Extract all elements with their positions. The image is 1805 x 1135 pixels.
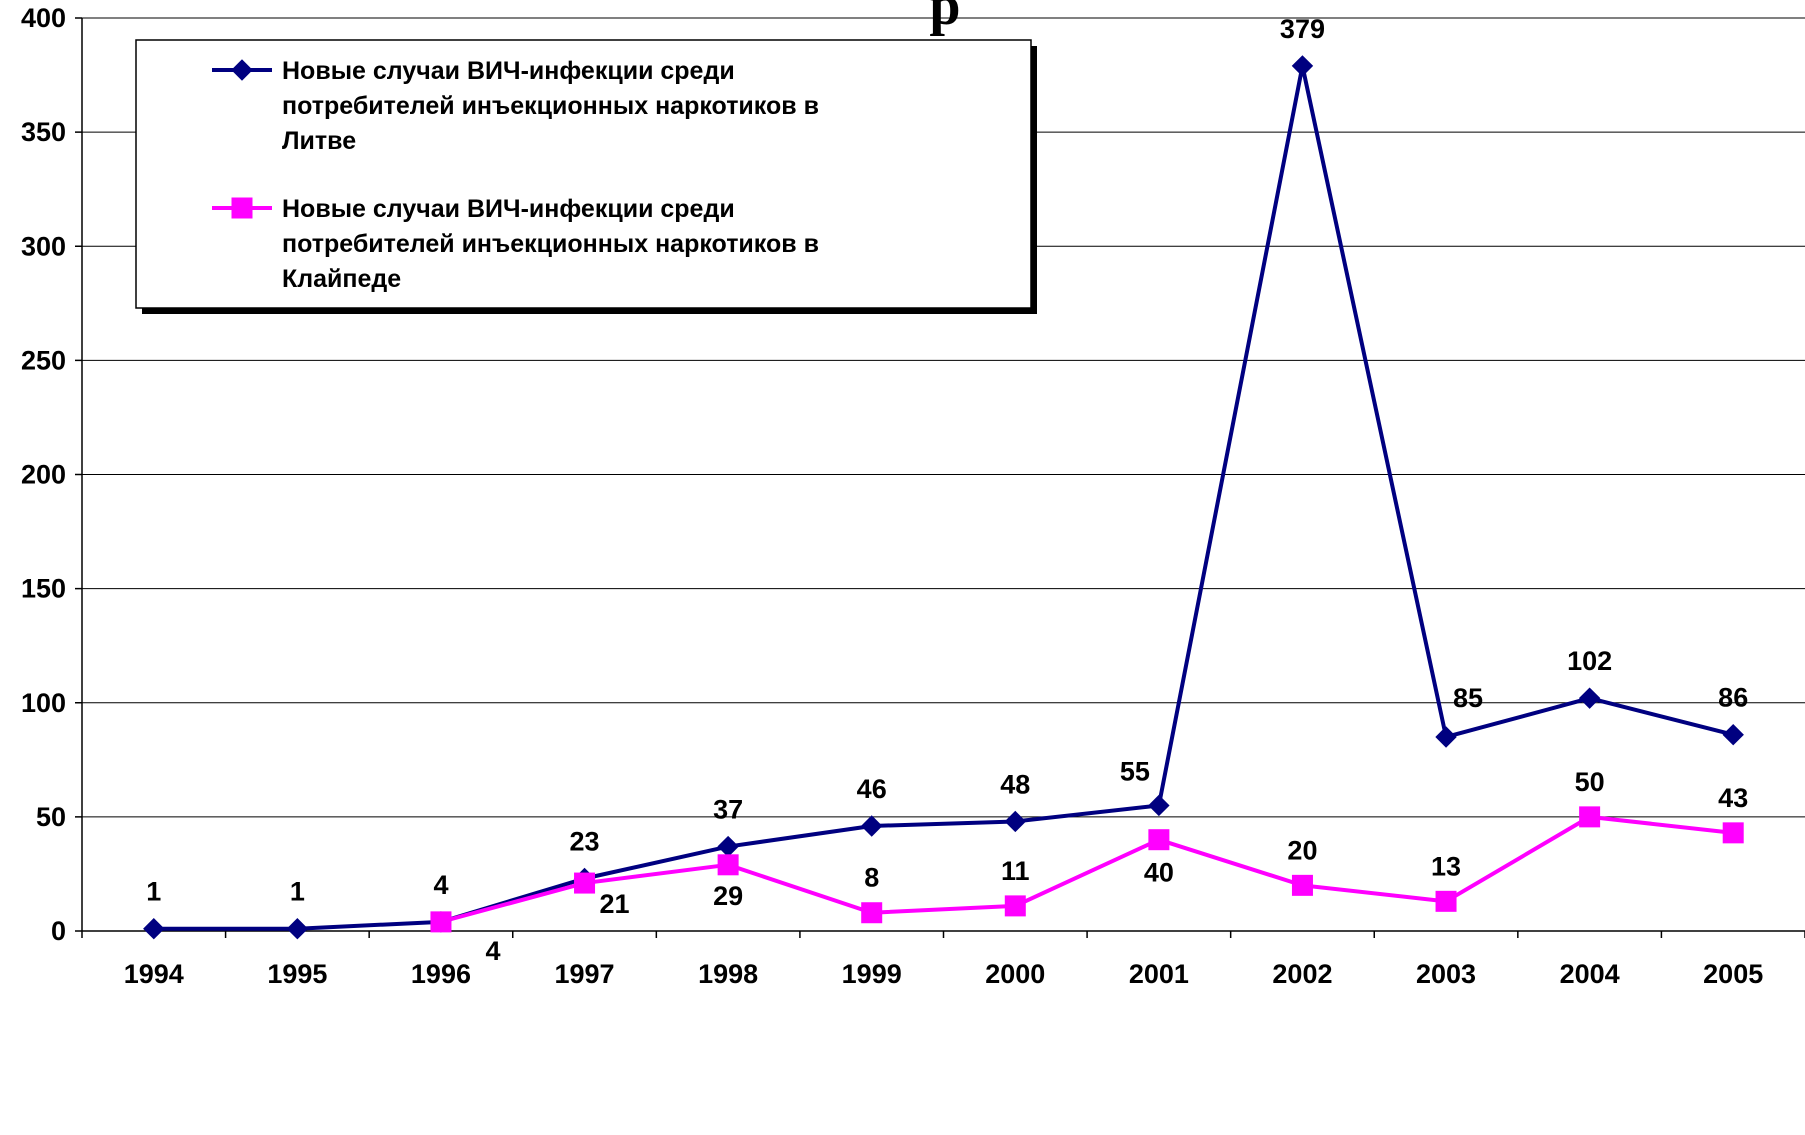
data-label: 55	[1120, 756, 1150, 786]
data-point-marker	[1435, 890, 1457, 912]
data-label: 29	[713, 881, 743, 911]
data-point-marker	[1291, 55, 1314, 77]
data-point-marker	[1148, 794, 1170, 817]
data-label: 1	[290, 877, 305, 907]
x-tick-label: 2004	[1560, 959, 1620, 989]
data-point-marker	[1722, 723, 1744, 746]
data-point-marker	[1148, 829, 1170, 851]
legend-label: потребителей инъекционных наркотиков в	[282, 230, 819, 258]
series-2	[430, 806, 1744, 933]
data-point-marker	[1004, 895, 1026, 917]
legend-marker	[231, 59, 253, 81]
x-tick-label: 2000	[985, 959, 1045, 989]
data-label: 20	[1287, 835, 1317, 865]
data-point-marker	[143, 918, 165, 940]
legend-label: Клайпеде	[282, 265, 401, 293]
data-point-marker	[1291, 874, 1313, 896]
data-label: 48	[1000, 769, 1030, 799]
data-point-marker	[861, 902, 883, 924]
data-point-marker	[286, 918, 309, 940]
legend-label: Новые случаи ВИЧ-инфекции среди	[282, 57, 735, 85]
data-point-marker	[717, 854, 739, 876]
legend-label: Литве	[282, 127, 356, 155]
y-tick-label: 150	[21, 574, 66, 604]
x-tick-label: 1995	[267, 959, 327, 989]
legend-marker	[231, 197, 253, 219]
data-label: 102	[1567, 646, 1612, 676]
data-label: 13	[1431, 851, 1461, 881]
data-label: 21	[600, 889, 630, 919]
data-label: 85	[1453, 683, 1483, 713]
data-label: 50	[1575, 767, 1605, 797]
legend-entry-1: Новые случаи ВИЧ-инфекции среди потребите…	[212, 57, 819, 155]
legend-label: потребителей инъекционных наркотиков в	[282, 92, 819, 120]
x-tick-label: 2005	[1703, 959, 1763, 989]
x-tick-label: 1998	[698, 959, 758, 989]
y-tick-label: 0	[51, 916, 66, 946]
x-tick-label: 2002	[1272, 959, 1332, 989]
x-tick-label: 2001	[1129, 959, 1189, 989]
data-label: 4	[485, 936, 500, 966]
legend-box	[135, 39, 1032, 309]
data-point-marker	[1578, 687, 1601, 709]
data-label: 8	[864, 863, 879, 893]
y-tick-label: 50	[36, 802, 66, 832]
y-tick-label: 200	[21, 460, 66, 490]
x-tick-label: 2003	[1416, 959, 1476, 989]
y-tick-label: 250	[21, 345, 66, 375]
data-point-marker	[1004, 810, 1026, 833]
x-tick-label: 1994	[124, 959, 184, 989]
data-label: 11	[1001, 856, 1030, 886]
series-line	[153, 63, 1734, 931]
data-label: 4	[433, 870, 448, 900]
data-label: 40	[1144, 858, 1174, 888]
legend-label: Новые случаи ВИЧ-инфекции среди	[282, 195, 735, 223]
y-tick-label: 100	[21, 688, 66, 718]
y-tick-label: 400	[21, 3, 66, 33]
data-label: 379	[1280, 14, 1325, 44]
data-point-marker	[861, 815, 883, 837]
data-point-marker	[430, 911, 452, 933]
x-tick-label: 1999	[842, 959, 902, 989]
y-tick-label: 350	[21, 117, 66, 147]
x-tick-label: 1996	[411, 959, 471, 989]
legend: Новые случаи ВИЧ-инфекции среди потребите…	[135, 39, 1037, 314]
data-point-marker	[717, 835, 739, 858]
data-label: 37	[713, 795, 743, 825]
data-point-marker	[1435, 726, 1457, 748]
legend-entry-2: Новые случаи ВИЧ-инфекции среди потребите…	[212, 195, 819, 293]
data-label: 43	[1718, 783, 1748, 813]
x-tick-label: 1997	[555, 959, 615, 989]
data-label: 1	[146, 877, 161, 907]
data-point-marker	[574, 872, 596, 894]
data-label: 86	[1718, 683, 1748, 713]
data-point-marker	[1579, 806, 1601, 828]
series-layer	[143, 55, 1744, 940]
data-label: 46	[857, 774, 887, 804]
y-tick-label: 300	[21, 231, 66, 261]
data-point-marker	[1722, 822, 1744, 844]
data-label: 23	[570, 827, 600, 857]
series-line	[440, 814, 1734, 924]
